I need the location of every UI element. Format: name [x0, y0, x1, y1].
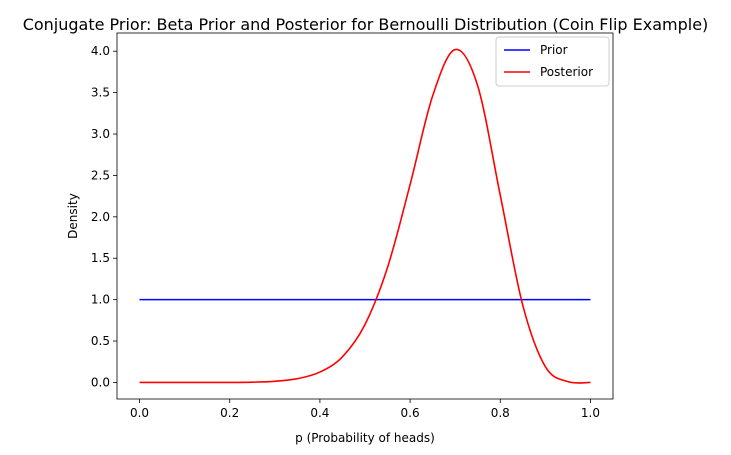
y-tick-label: 4.0 [91, 44, 110, 58]
x-tick-label: 0.0 [130, 406, 149, 420]
x-axis-label: p (Probability of heads) [295, 431, 435, 445]
y-tick-label: 2.0 [91, 210, 110, 224]
legend-label-prior: Prior [540, 43, 568, 57]
x-tick-label: 0.6 [401, 406, 420, 420]
legend-label-posterior: Posterior [540, 65, 593, 79]
x-tick-label: 0.8 [491, 406, 510, 420]
x-axis: 0.0 0.2 0.4 0.6 0.8 1.0 [130, 399, 600, 420]
plot-area [116, 32, 614, 400]
y-tick-label: 0.5 [91, 334, 110, 348]
plot-frame [116, 32, 614, 400]
series-line-posterior [139, 48, 591, 384]
x-tick-label: 0.4 [310, 406, 329, 420]
x-tick-label: 1.0 [581, 406, 600, 420]
y-axis: 0.0 0.5 1.0 1.5 2.0 2.5 3.0 3.5 4.0 [91, 44, 117, 389]
series-layer [139, 48, 591, 384]
chart-title: Conjugate Prior: Beta Prior and Posterio… [23, 15, 709, 34]
y-tick-label: 2.5 [91, 168, 110, 182]
y-tick-label: 1.5 [91, 251, 110, 265]
y-tick-label: 0.0 [91, 375, 110, 389]
y-tick-label: 3.5 [91, 86, 110, 100]
x-tick-label: 0.2 [220, 406, 239, 420]
legend: Prior Posterior [495, 36, 610, 87]
y-tick-label: 1.0 [91, 293, 110, 307]
y-tick-label: 3.0 [91, 127, 110, 141]
y-axis-label: Density [66, 193, 80, 239]
